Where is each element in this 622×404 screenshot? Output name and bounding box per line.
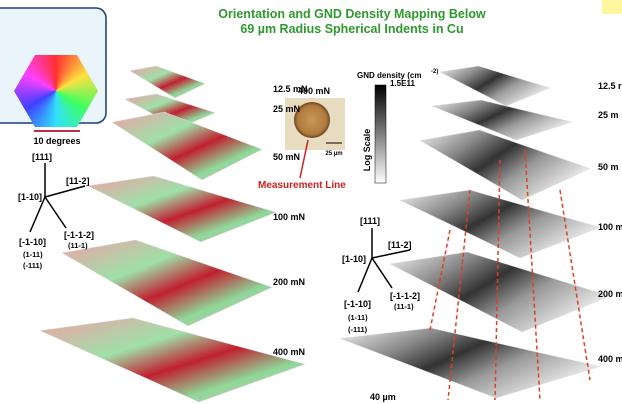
- corner-mark: [602, 0, 622, 14]
- title-line: 69 µm Radius Spherical Indents in Cu: [240, 22, 463, 36]
- axis-label: (1-11): [23, 250, 43, 259]
- load-label: 200 m: [598, 289, 622, 299]
- inset-scale-label: 25 µm: [325, 151, 342, 157]
- figure: Orientation and GND Density Mapping Belo…: [0, 0, 622, 404]
- map: [88, 176, 276, 242]
- map: [400, 190, 600, 258]
- axis-label: [-1-1-2]: [64, 230, 94, 240]
- colorbar-scale: Log Scale: [362, 129, 372, 172]
- map: [40, 318, 305, 402]
- load-label: 25 mN: [273, 104, 300, 114]
- title-line: Orientation and GND Density Mapping Belo…: [218, 7, 486, 21]
- map: [432, 100, 572, 140]
- colorbar-max: 1.5E11: [390, 79, 415, 88]
- axis-label: (-111): [348, 325, 368, 334]
- measurement-label: Measurement Line: [258, 180, 346, 191]
- page: Orientation and GND Density Mapping Belo…: [0, 0, 622, 404]
- key-label: 10 degrees: [33, 136, 80, 146]
- map: [440, 66, 550, 106]
- map: [130, 66, 205, 98]
- axis-label: [111]: [32, 152, 52, 162]
- load-label: 200 mN: [273, 277, 305, 287]
- axis-label: (11-1): [394, 302, 414, 311]
- colorbar: [375, 85, 386, 183]
- axis-label: (11-1): [68, 241, 88, 250]
- colorbar-label: -2): [431, 69, 438, 75]
- map: [112, 112, 262, 180]
- load-label: 25 m: [598, 110, 619, 120]
- scale-bar: 40 µm: [370, 392, 396, 402]
- axis-label: (-111): [23, 261, 43, 270]
- map: [340, 328, 600, 398]
- map: [62, 240, 272, 326]
- load-label: 12.5 mN: [273, 84, 308, 94]
- axis-label: [-1-1-2]: [390, 291, 420, 301]
- axis-label: [11-2]: [388, 240, 412, 250]
- axis-label: [-1-10]: [344, 299, 371, 309]
- load-label: 12.5 r: [598, 81, 622, 91]
- load-label: 100 mN: [273, 212, 305, 222]
- load-label: 100 m: [598, 222, 622, 232]
- axis-label: [1-10]: [342, 254, 366, 264]
- map: [390, 252, 610, 332]
- map: [420, 130, 590, 200]
- axis-label: [11-2]: [66, 176, 90, 186]
- axis-label: (1-11): [348, 313, 368, 322]
- load-label: 50 m: [598, 162, 619, 172]
- load-label: 400 mN: [273, 347, 305, 357]
- axis-label: [1-10]: [18, 192, 42, 202]
- load-label: 400 m: [598, 354, 622, 364]
- axis-label: [-1-10]: [19, 237, 46, 247]
- load-label: 50 mN: [273, 152, 300, 162]
- axis-label: [111]: [360, 216, 380, 226]
